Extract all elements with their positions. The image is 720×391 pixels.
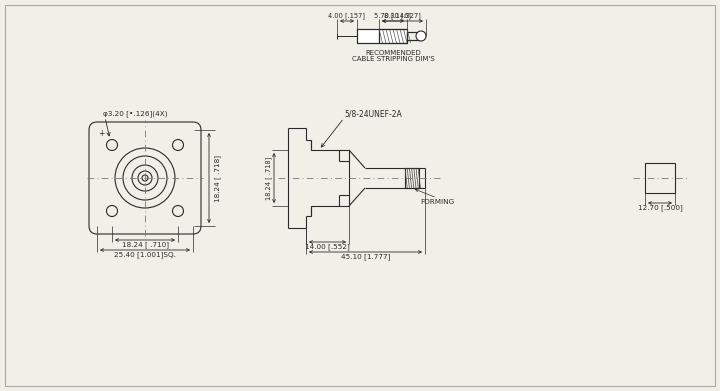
Text: 12.70 [.500]: 12.70 [.500] [638, 204, 683, 212]
Circle shape [416, 31, 426, 41]
Text: 4.00 [.157]: 4.00 [.157] [328, 13, 366, 20]
Text: 25.40 [1.001]SQ.: 25.40 [1.001]SQ. [114, 252, 176, 258]
Bar [645, 163, 675, 193]
Bar [405, 168, 419, 188]
Text: 18.24 [ .710]: 18.24 [ .710] [122, 242, 168, 248]
Text: φ3.20 [•.126](4X): φ3.20 [•.126](4X) [103, 111, 168, 117]
Bar [379, 29, 407, 43]
Bar [357, 29, 379, 43]
Bar [407, 32, 421, 40]
Text: 18.24 [ .718]: 18.24 [ .718] [265, 156, 272, 200]
Text: 8.30 [.327]: 8.30 [.327] [384, 13, 421, 20]
Text: +: + [98, 129, 104, 138]
Text: 5/8-24UNEF-2A: 5/8-24UNEF-2A [344, 109, 402, 118]
Bar [379, 29, 407, 43]
Text: 18.24 [ .718]: 18.24 [ .718] [214, 154, 221, 201]
Text: 5.70 [.146]: 5.70 [.146] [374, 13, 412, 20]
Text: 45.10 [1.777]: 45.10 [1.777] [341, 254, 390, 260]
Bar [407, 32, 421, 40]
Text: FORMING: FORMING [420, 199, 454, 205]
Text: RECOMMENDED: RECOMMENDED [365, 50, 421, 56]
Text: CABLE STRIPPING DIM'S: CABLE STRIPPING DIM'S [351, 56, 434, 62]
Text: 14.00 [.552]: 14.00 [.552] [305, 244, 350, 250]
